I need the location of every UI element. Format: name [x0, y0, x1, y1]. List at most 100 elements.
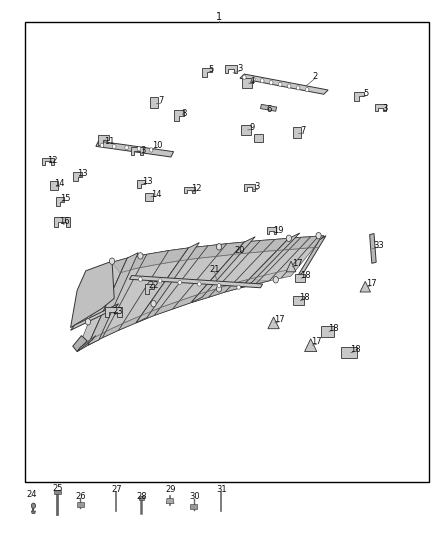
Text: 7: 7: [158, 96, 163, 105]
Text: 5: 5: [363, 89, 368, 98]
Polygon shape: [154, 244, 227, 316]
Circle shape: [287, 84, 291, 88]
Text: 3: 3: [237, 64, 243, 73]
Polygon shape: [112, 236, 324, 273]
Polygon shape: [73, 172, 82, 181]
Polygon shape: [241, 233, 300, 288]
Polygon shape: [342, 347, 357, 359]
Circle shape: [158, 279, 162, 283]
Polygon shape: [225, 65, 237, 73]
Polygon shape: [73, 336, 87, 352]
Polygon shape: [240, 74, 328, 94]
Circle shape: [286, 235, 291, 241]
Text: 22: 22: [148, 281, 159, 290]
Circle shape: [137, 147, 141, 151]
Text: 2: 2: [312, 71, 318, 80]
Polygon shape: [173, 242, 244, 309]
Text: 6: 6: [266, 104, 272, 114]
Polygon shape: [261, 104, 277, 111]
Text: 20: 20: [235, 246, 245, 255]
Polygon shape: [370, 233, 376, 263]
Text: 27: 27: [112, 485, 122, 494]
Polygon shape: [88, 253, 138, 345]
Text: 26: 26: [75, 491, 86, 500]
Circle shape: [151, 301, 156, 307]
Circle shape: [261, 79, 264, 83]
Polygon shape: [286, 261, 296, 272]
Polygon shape: [31, 511, 35, 514]
Polygon shape: [71, 261, 114, 328]
Text: 5: 5: [208, 66, 214, 74]
Polygon shape: [56, 197, 64, 206]
Polygon shape: [77, 502, 84, 507]
Circle shape: [269, 80, 273, 85]
Text: 9: 9: [249, 123, 254, 132]
Text: 31: 31: [217, 485, 227, 494]
Text: 28: 28: [136, 491, 147, 500]
Circle shape: [251, 77, 255, 81]
Polygon shape: [268, 317, 279, 329]
Polygon shape: [88, 254, 147, 345]
Polygon shape: [53, 217, 70, 228]
Circle shape: [305, 87, 309, 92]
Circle shape: [100, 143, 104, 148]
Polygon shape: [138, 180, 145, 188]
Circle shape: [110, 258, 115, 264]
Circle shape: [178, 280, 181, 285]
Text: 13: 13: [142, 177, 153, 186]
Text: 15: 15: [60, 194, 71, 203]
Circle shape: [216, 286, 222, 292]
Text: 4: 4: [250, 77, 255, 86]
Polygon shape: [244, 183, 255, 191]
Circle shape: [31, 503, 35, 508]
Polygon shape: [225, 238, 289, 292]
Text: 18: 18: [328, 324, 339, 333]
Polygon shape: [77, 336, 96, 352]
Text: 19: 19: [273, 226, 283, 235]
Polygon shape: [281, 236, 324, 278]
Polygon shape: [202, 68, 212, 77]
Polygon shape: [54, 490, 60, 494]
Polygon shape: [50, 181, 58, 190]
Polygon shape: [131, 147, 143, 155]
Polygon shape: [360, 281, 371, 292]
Text: 8: 8: [181, 109, 187, 118]
Polygon shape: [42, 158, 53, 165]
Circle shape: [297, 86, 300, 90]
Polygon shape: [293, 127, 300, 138]
Polygon shape: [321, 326, 334, 337]
Circle shape: [113, 144, 116, 149]
Polygon shape: [256, 237, 311, 284]
Polygon shape: [267, 227, 276, 234]
Polygon shape: [297, 236, 326, 276]
Text: 13: 13: [78, 169, 88, 179]
Circle shape: [198, 282, 201, 286]
Text: 21: 21: [209, 265, 220, 274]
Text: 10: 10: [152, 141, 162, 150]
Text: 24: 24: [27, 489, 37, 498]
Text: 25: 25: [52, 484, 63, 493]
Polygon shape: [269, 236, 318, 281]
Polygon shape: [145, 284, 153, 294]
Text: 12: 12: [47, 156, 57, 165]
Text: 18: 18: [300, 271, 311, 279]
Text: 17: 17: [366, 279, 376, 288]
Text: 14: 14: [151, 190, 161, 199]
Polygon shape: [77, 279, 269, 352]
Polygon shape: [130, 276, 263, 288]
Text: 3: 3: [382, 103, 388, 112]
Circle shape: [216, 244, 222, 250]
Text: 16: 16: [59, 217, 70, 227]
Circle shape: [139, 277, 142, 281]
Polygon shape: [254, 134, 263, 142]
Polygon shape: [191, 240, 261, 303]
Text: 18: 18: [299, 293, 310, 302]
Circle shape: [125, 146, 128, 150]
Polygon shape: [174, 110, 184, 121]
Text: 12: 12: [191, 184, 201, 193]
Polygon shape: [354, 92, 364, 101]
Text: 18: 18: [350, 345, 360, 354]
Circle shape: [138, 253, 143, 259]
Polygon shape: [105, 308, 122, 317]
Polygon shape: [242, 78, 252, 88]
